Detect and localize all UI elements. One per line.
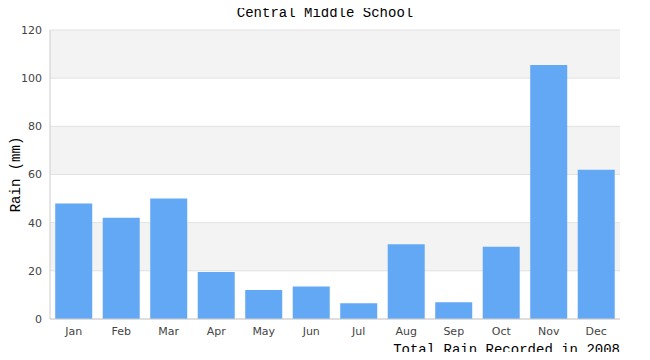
svg-text:Aug: Aug: [396, 325, 417, 338]
svg-text:Dec: Dec: [586, 325, 607, 338]
svg-text:Feb: Feb: [112, 325, 131, 338]
svg-text:Mar: Mar: [158, 325, 179, 338]
svg-text:20: 20: [28, 265, 42, 278]
svg-text:60: 60: [28, 168, 42, 181]
svg-text:40: 40: [28, 217, 42, 230]
svg-text:0: 0: [35, 313, 42, 326]
svg-text:May: May: [252, 325, 275, 338]
svg-text:Rain (mm): Rain (mm): [8, 137, 24, 213]
svg-text:Jan: Jan: [64, 325, 82, 338]
html-text:Central Middle School: Central Middle School: [236, 5, 414, 21]
svg-text:80: 80: [28, 120, 42, 133]
svg-text:Sep: Sep: [443, 325, 464, 338]
svg-text:Apr: Apr: [207, 325, 227, 338]
svg-text:120: 120: [21, 24, 42, 37]
svg-text:Jun: Jun: [302, 325, 320, 338]
svg-text:Jul: Jul: [351, 325, 365, 338]
svg-text:100: 100: [21, 72, 42, 85]
svg-text:Nov: Nov: [538, 325, 560, 338]
svg-text:Oct: Oct: [492, 325, 512, 338]
svg-text:Total Rain Recorded in 2008: Total Rain Recorded in 2008: [393, 342, 620, 352]
